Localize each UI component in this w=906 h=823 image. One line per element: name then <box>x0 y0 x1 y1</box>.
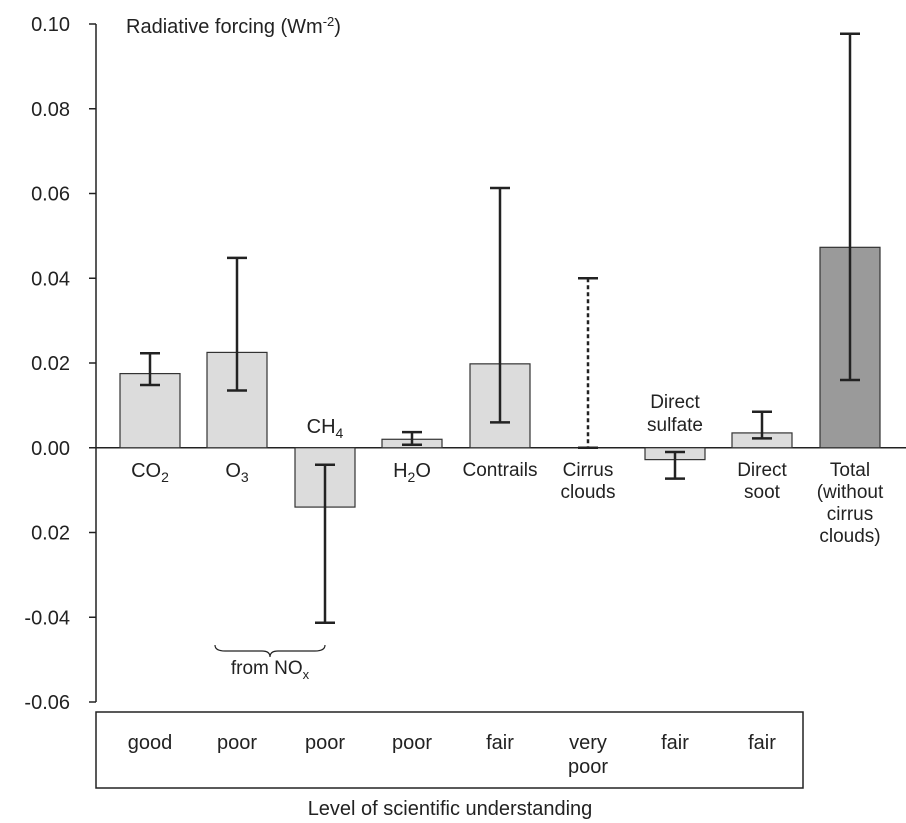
category-label: Direct <box>650 392 700 413</box>
annotation-from-nox: from NOx <box>231 658 310 682</box>
category-label-line2: (without <box>817 482 884 503</box>
category-label: O3 <box>225 460 249 485</box>
category-label: Cirrus <box>563 460 614 481</box>
y-tick-label: -0.04 <box>24 607 70 629</box>
understanding-level: fair <box>661 732 689 754</box>
category-label: H2O <box>393 460 431 485</box>
chart-title: Radiative forcing (Wm-2) <box>126 14 341 38</box>
understanding-level: fair <box>748 732 776 754</box>
y-tick-label: 0.02 <box>31 523 70 545</box>
brace <box>214 644 326 658</box>
category-label-line2: sulfate <box>647 415 703 436</box>
y-tick-label: 0.04 <box>31 268 70 290</box>
understanding-level-line2: poor <box>568 756 608 778</box>
y-tick-label: 0.00 <box>31 438 70 460</box>
understanding-level: good <box>128 732 173 754</box>
understanding-box <box>95 711 804 789</box>
axis-layer: 0.10 0.08 0.06 0.04 0.02 0.00 0.02 -0.04 -0.06 <box>24 14 906 714</box>
category-label-ch4: CH4 <box>307 416 344 441</box>
category-label-line3: cirrus <box>827 504 873 525</box>
chart-title-superscript: -2 <box>323 14 335 29</box>
category-label: Total <box>830 460 870 481</box>
y-tick-label: -0.06 <box>24 692 70 714</box>
category-label: Contrails <box>463 460 538 481</box>
x-axis-label: Level of scientific understanding <box>308 798 593 820</box>
category-label: Direct <box>737 460 787 481</box>
y-tick-label: 0.06 <box>31 184 70 206</box>
category-label-line2: soot <box>744 482 781 503</box>
understanding-level: very <box>569 732 607 754</box>
y-tick-label: 0.08 <box>31 99 70 121</box>
understanding-level: fair <box>486 732 514 754</box>
bar-layer <box>119 32 881 625</box>
understanding-level: poor <box>305 732 345 754</box>
understanding-level: poor <box>392 732 432 754</box>
y-tick-label: 0.10 <box>31 14 70 36</box>
category-label: CO2 <box>131 460 169 485</box>
category-label-line4: clouds) <box>819 526 880 547</box>
category-label-line2: clouds <box>561 482 616 503</box>
understanding-level: poor <box>217 732 257 754</box>
y-tick-label: 0.02 <box>31 353 70 375</box>
